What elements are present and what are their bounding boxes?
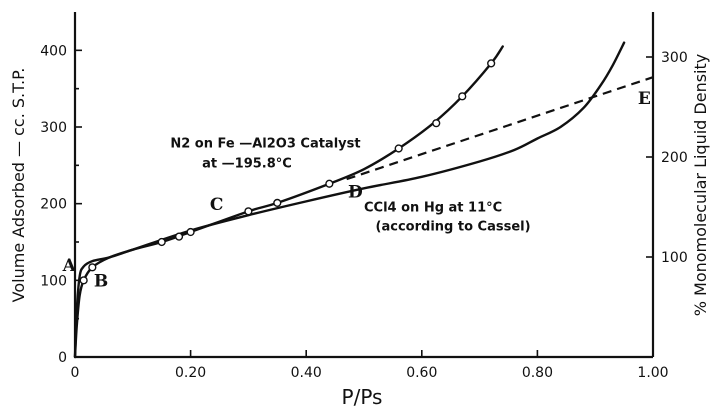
y-tick-label: 100 [40,273,67,289]
point-label-group: AB C D E [62,89,651,291]
y-tick-label: 300 [40,120,67,136]
y2-axis-ticks: 100 200 300 [646,50,688,266]
x-tick-label: 0.60 [406,365,437,381]
x-tick-label: 0.80 [522,365,553,381]
data-point [432,119,441,128]
series-line-dashed [346,76,654,181]
x-axis-ticks: 0 0.20 0.40 0.60 0.80 1.00 [71,350,669,381]
data-point [273,198,282,208]
annotation-group: N2 on Fe —Al2O3 Catalyst at —195.8°C CCl4 … [170,137,530,235]
data-point [174,232,184,241]
annotation-text: N2 on Fe —Al2O3 Catalyst [170,137,360,152]
axes [73,12,655,359]
data-point [79,276,88,285]
data-point [88,263,97,272]
y-tick-label: 200 [40,197,67,213]
y2-tick-label: 300 [661,50,688,66]
y2-tick-label: 100 [661,250,688,266]
annotation-text: CCl4 on Hg at 11°C [364,200,502,215]
data-point [244,207,253,216]
point-label-c: C [210,195,224,215]
x-tick-label: 0.20 [175,365,206,381]
y2-axis-title: % Monomolecular Liquid Density [691,54,710,317]
point-label-a: A [62,256,77,276]
point-label-e: E [638,89,651,109]
data-point [157,237,166,247]
data-point [325,179,334,188]
data-point [458,92,467,101]
x-tick-label: 1.00 [637,365,668,381]
y2-tick-label: 200 [661,150,688,166]
point-label-b: B [94,271,108,291]
annotation-text: at —195.8°C [202,157,292,172]
y-axis-title: Volume Adsorbed — cc. S.T.P. [9,68,28,303]
data-point [394,144,403,153]
point-label-d: D [348,183,363,203]
data-point [487,59,496,68]
data-point [186,227,195,237]
marker-group [79,59,496,285]
y-tick-label: 400 [40,43,67,59]
x-tick-label: 0 [71,365,80,381]
y-tick-label: 0 [58,350,67,366]
x-tick-label: 0.40 [291,365,322,381]
x-axis-title: P/Ps [342,385,383,409]
series-line-2 [73,41,626,359]
annotation-text: (according to Cassel) [376,220,531,235]
